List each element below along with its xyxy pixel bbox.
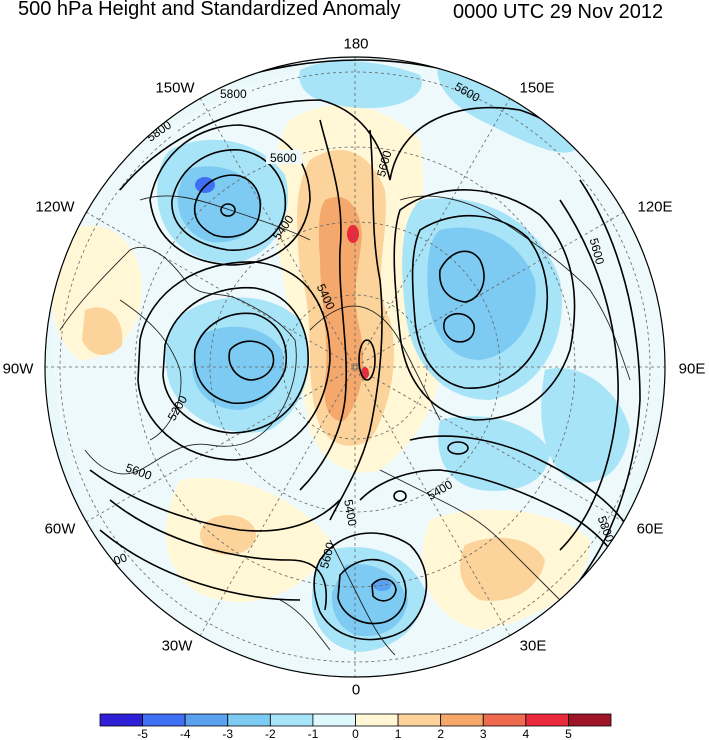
colorbar-tick-label: -3 (222, 727, 233, 740)
positive-anomaly-peak-1 (347, 225, 359, 243)
contour-label: 5600 (587, 237, 608, 267)
coastlines (59, 195, 631, 656)
graticule (45, 57, 665, 677)
colorbar-tick-label: 3 (480, 727, 487, 740)
lon-label-150e: 150E (519, 79, 555, 97)
colorbar-swatch (568, 713, 612, 727)
negative-anomaly-east (541, 368, 630, 483)
colorbar-swatch (142, 713, 186, 727)
lon-label-30e: 30E (519, 637, 547, 655)
lon-label-30w: 30W (161, 637, 193, 655)
anomaly-shading: 5800 5800 5600 5600 5400 5400 5600 5600 … (45, 57, 665, 677)
colorbar-tick-label: 1 (395, 727, 402, 740)
contour-label: 5600 (270, 151, 297, 165)
colorbar: -5 -4 -3 -2 -1 0 1 2 3 4 5 (99, 713, 612, 740)
contour-label: 5400 (341, 498, 359, 527)
colorbar-tick-label: -5 (137, 727, 148, 740)
colorbar-tick-label: 4 (522, 727, 529, 740)
map-valid-time: 0000 UTC 29 Nov 2012 (453, 1, 664, 23)
colorbar-tick-label: -1 (308, 727, 319, 740)
lon-label-90w: 90W (2, 360, 34, 378)
negative-anomaly-canada-core (192, 326, 284, 410)
contour-label: 5600 (317, 540, 338, 570)
negative-anomaly-northeast (437, 60, 575, 153)
negative-anomaly-eurasia (438, 416, 550, 491)
colorbar-swatch (99, 713, 143, 727)
contour-label: 5600 (374, 149, 395, 179)
lon-label-120e: 120E (637, 198, 673, 216)
colorbar-swatch (440, 713, 484, 727)
colorbar-swatch (482, 713, 527, 727)
colorbar-tick-label: 2 (437, 727, 444, 740)
colorbar-swatch (397, 713, 442, 727)
colorbar-swatch (525, 713, 569, 727)
colorbar-swatch (269, 713, 314, 727)
lon-label-180: 180 (343, 35, 369, 53)
positive-anomaly-europe (460, 537, 545, 601)
contour-label: 5800 (220, 87, 247, 101)
map-border (44, 56, 666, 678)
colorbar-tick-label: -2 (265, 727, 276, 740)
negative-anomaly-alaska-peak (195, 177, 215, 193)
colorbar-swatch (312, 713, 356, 727)
colorbar-tick-label: 5 (565, 727, 572, 740)
lon-label-60w: 60W (44, 520, 76, 538)
lon-label-60e: 60E (636, 520, 664, 538)
colorbar-swatch (184, 713, 229, 727)
lon-label-120w: 120W (35, 198, 75, 216)
lon-label-90e: 90E (678, 360, 706, 378)
lon-label-150w: 150W (155, 79, 195, 97)
colorbar-swatch (227, 713, 271, 727)
map-title: 500 hPa Height and Standardized Anomaly (18, 0, 401, 20)
colorbar-swatch (355, 713, 399, 727)
colorbar-tick-label: -4 (180, 727, 191, 740)
positive-anomaly-west (82, 307, 123, 356)
lon-label-0: 0 (351, 681, 361, 699)
colorbar-tick-label: 0 (352, 727, 359, 740)
